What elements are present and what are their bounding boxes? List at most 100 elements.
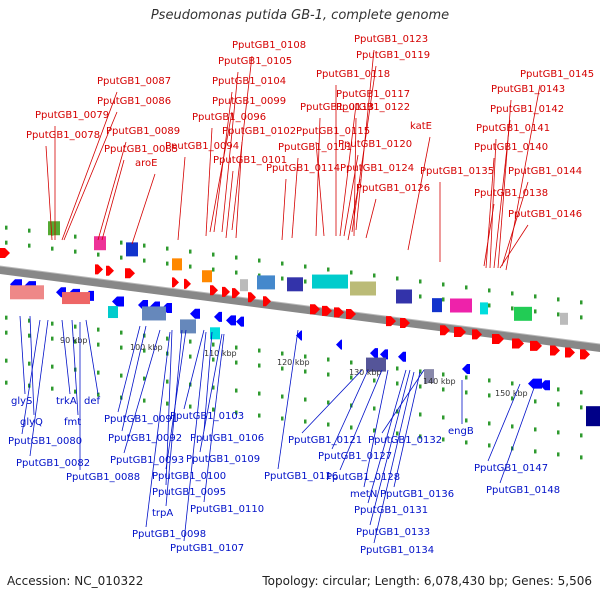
forward-gene-arrow [472,329,482,340]
reverse-gene-arrow [398,351,406,362]
tick-mark [442,415,445,420]
tick-mark [580,300,583,305]
tick-mark [281,261,284,266]
feature-box [94,236,106,251]
gene-label: def [84,396,101,407]
forward-gene-arrow [440,325,450,336]
gene-label: glyQ [20,417,43,428]
gene-label: PputGB1_0123 [354,34,428,45]
reverse-gene-arrow [296,330,302,341]
leader-line [45,145,53,241]
tick-mark [419,369,422,374]
leader-line [315,117,321,237]
tick-mark [28,243,31,248]
tick-mark [557,402,560,407]
forward-gene-arrow [263,296,271,307]
gene-label: PputGB1_0131 [354,505,428,516]
tick-mark [373,273,376,278]
gene-label: aroE [135,158,157,169]
gene-label: katE [410,121,432,132]
tick-mark [166,401,169,406]
gene-label: PputGB1_0117 [336,89,410,100]
gene-label: PputGB1_0135 [420,166,494,177]
leader-line [123,329,161,454]
leader-line [407,136,431,251]
ruler-label: 90 kbp [60,336,88,345]
tick-mark [74,389,77,394]
feature-box [312,274,348,289]
leader-line [131,173,156,245]
gene-label: PputGB1_0107 [170,543,244,554]
leader-line [487,383,521,462]
gene-label: PputGB1_0091 [104,414,178,425]
gene-label: PputGB1_0115 [296,126,370,137]
feature-box [62,292,90,305]
feature-box [432,298,442,313]
leader-line [393,371,421,488]
leader-line [165,329,183,507]
leader-line [381,369,425,434]
tick-mark [235,255,238,260]
gene-label: PputGB1_0119 [356,50,430,61]
tick-mark [511,396,514,401]
gene-label: PputGB1_0092 [108,433,182,444]
tick-mark [97,392,100,397]
tick-mark [166,261,169,266]
forward-gene-arrow [386,316,396,327]
leader-line [501,181,529,267]
tick-mark [281,351,284,356]
tick-mark [350,403,353,408]
feature-box [366,357,386,372]
leader-line [97,141,127,241]
tick-mark [327,372,330,377]
leader-line [353,117,357,237]
forward-gene-arrow [565,347,575,358]
leader-line [347,178,361,241]
tick-mark [534,427,537,432]
leader-line [339,369,383,471]
gene-label: PputGB1_0104 [212,76,286,87]
tick-mark [120,255,123,260]
tick-mark [97,342,100,347]
gene-label: PputGB1_0078 [26,130,100,141]
tick-mark [304,369,307,374]
feature-box [350,281,376,296]
forward-gene-arrow [95,264,103,275]
gene-label: PputGB1_0148 [486,485,560,496]
tick-mark [327,422,330,427]
tick-mark [51,336,54,341]
tick-mark [557,387,560,392]
forward-gene-arrow [346,308,356,319]
gene-label: PputGB1_0146 [508,209,582,220]
leader-line [343,154,359,237]
leader-line [365,198,377,239]
tick-mark [465,390,468,395]
tick-mark [534,309,537,314]
gene-label: PputGB1_0113 [300,102,374,113]
tick-mark [557,312,560,317]
leader-line [369,369,411,526]
leader-line [165,329,173,486]
tick-mark [258,363,261,368]
tick-mark [189,354,192,359]
leader-line [199,333,223,453]
leader-line [301,369,363,434]
map-title: Pseudomonas putida GB-1, complete genome [150,8,450,23]
tick-mark [488,393,491,398]
leader-line [235,141,243,239]
tick-mark [534,294,537,299]
tick-mark [488,303,491,308]
tick-mark [304,397,307,402]
leader-line [63,111,118,241]
leader-line [61,319,71,395]
tick-mark [304,264,307,269]
leader-line [177,156,186,241]
gene-label: PputGB1_0118 [316,69,390,80]
leader-line [101,159,125,241]
forward-gene-arrow [232,288,240,299]
tick-mark [235,410,238,415]
leader-line [145,331,171,528]
